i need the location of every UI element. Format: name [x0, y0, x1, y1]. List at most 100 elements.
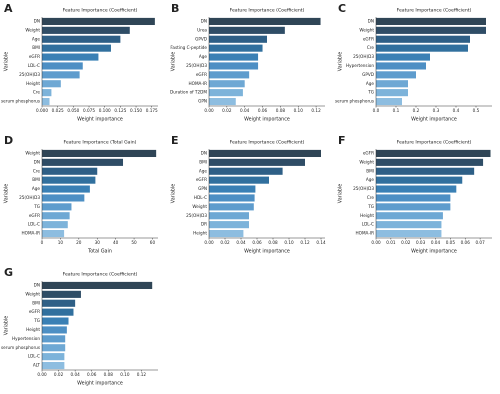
panel-label: G — [4, 266, 13, 279]
chart-panel: B Feature Importance (Coefficient) Weight … — [170, 2, 325, 123]
chart-panel: A Feature Importance (Coefficient) Weight … — [1, 2, 158, 123]
bar — [376, 35, 470, 43]
bar — [209, 194, 255, 202]
bar — [42, 344, 66, 352]
chart-panel: D Feature Importance (Total Gain) Total Ga… — [4, 134, 158, 255]
y-tick-label: DN — [34, 18, 40, 23]
x-tick-label: 0.4 — [453, 108, 460, 113]
y-tick-label: BMI — [32, 177, 40, 182]
bar — [42, 299, 76, 307]
x-tick-label: 0.08 — [276, 108, 286, 113]
y-tick-label: 25(OH)D3 — [186, 63, 207, 68]
y-axis-label: Variable — [338, 52, 344, 71]
y-tick-label: eGFR — [363, 36, 374, 41]
bar — [209, 97, 236, 106]
chart-title: Feature Importance (Coefficient) — [397, 140, 472, 146]
bar — [42, 62, 83, 70]
y-tick-label: DN — [201, 18, 207, 23]
x-tick-label: 0.3 — [433, 108, 440, 113]
y-tick-label: Age — [32, 186, 41, 191]
y-tick-label: serum phosphorus — [1, 345, 40, 350]
y-tick-label: BMI — [32, 45, 40, 50]
y-tick-label: Height — [360, 213, 374, 218]
chart-title: Feature Importance (Coefficient) — [230, 8, 305, 14]
x-tick-label: 0.08 — [104, 372, 114, 377]
y-tick-label: eGFR — [29, 213, 40, 218]
x-tick-label: 0.10 — [120, 372, 130, 377]
y-tick-label: LDL-C — [362, 222, 374, 227]
y-tick-label: GPVD — [362, 72, 374, 77]
bar — [209, 167, 283, 175]
x-tick-label: 0.06 — [461, 240, 471, 245]
bar — [42, 229, 65, 238]
bar — [42, 17, 155, 26]
bar — [42, 290, 81, 298]
x-tick-label: 40 — [113, 240, 119, 245]
bar — [42, 212, 70, 220]
y-axis-label: Variable — [4, 184, 10, 203]
y-tick-label: Age — [199, 54, 208, 59]
y-tick-label: Urea — [197, 27, 207, 32]
x-tick-label: 0.00 — [371, 240, 381, 245]
bar — [42, 203, 72, 211]
x-tick-label: 0.000 — [36, 108, 48, 113]
panel-label: C — [338, 2, 346, 15]
bar — [209, 71, 250, 79]
x-tick-label: 0.0 — [373, 108, 380, 113]
x-tick-label: 0.050 — [67, 108, 79, 113]
bar — [42, 194, 85, 202]
y-tick-label: DN — [34, 159, 40, 164]
y-tick-label: Age — [199, 168, 208, 173]
bar — [42, 80, 61, 88]
y-tick-label: Hypertension — [12, 336, 40, 341]
x-tick-label: 0.100 — [99, 108, 111, 113]
y-tick-label: HOMA-IR — [22, 231, 41, 236]
bar — [376, 80, 408, 88]
panel-label: F — [338, 134, 346, 147]
bar — [376, 212, 443, 220]
x-axis-label: Weight importance — [411, 249, 457, 255]
chart-title: Feature Importance (Total Gain) — [64, 140, 137, 146]
y-tick-label: Cre — [367, 195, 375, 200]
y-tick-label: Weight — [25, 27, 40, 32]
chart-panel: C Feature Importance (Coefficient) Weight … — [335, 2, 492, 123]
x-tick-label: 60 — [150, 240, 156, 245]
bar — [42, 97, 50, 106]
x-tick-label: 20 — [76, 240, 82, 245]
y-tick-label: Weight — [192, 204, 207, 209]
y-tick-label: HDL-C — [194, 195, 207, 200]
bar — [209, 35, 267, 43]
bar — [376, 176, 463, 184]
bar — [42, 335, 66, 343]
y-tick-label: eGFR — [363, 150, 374, 155]
y-tick-label: BMI — [32, 300, 40, 305]
y-tick-label: GPVD — [195, 36, 207, 41]
x-tick-label: 0.150 — [130, 108, 142, 113]
y-tick-label: BMI — [199, 159, 207, 164]
x-axis-label: Weight importance — [77, 117, 123, 123]
bar — [376, 167, 475, 175]
bar — [376, 44, 468, 52]
x-tick-label: 0.025 — [52, 108, 64, 113]
bar — [42, 167, 98, 175]
y-tick-label: Cre — [367, 45, 375, 50]
bar — [42, 53, 99, 61]
x-tick-label: 0.12 — [311, 108, 321, 113]
x-tick-label: 0.02 — [54, 372, 64, 377]
y-tick-label: Height — [193, 231, 207, 236]
bar — [42, 44, 111, 52]
y-tick-label: eGFR — [29, 54, 40, 59]
y-tick-label: BMI — [366, 168, 374, 173]
bar — [376, 53, 430, 61]
bar — [42, 326, 67, 334]
y-axis-label: Variable — [171, 184, 177, 203]
y-tick-label: serum phosphorus — [335, 99, 374, 104]
bar — [42, 71, 80, 79]
bar — [42, 308, 74, 316]
bar — [376, 194, 451, 202]
y-tick-label: LDL-C — [28, 354, 40, 359]
y-tick-label: TG — [33, 204, 40, 209]
y-tick-label: Age — [366, 81, 375, 86]
x-tick-label: 0 — [41, 240, 44, 245]
